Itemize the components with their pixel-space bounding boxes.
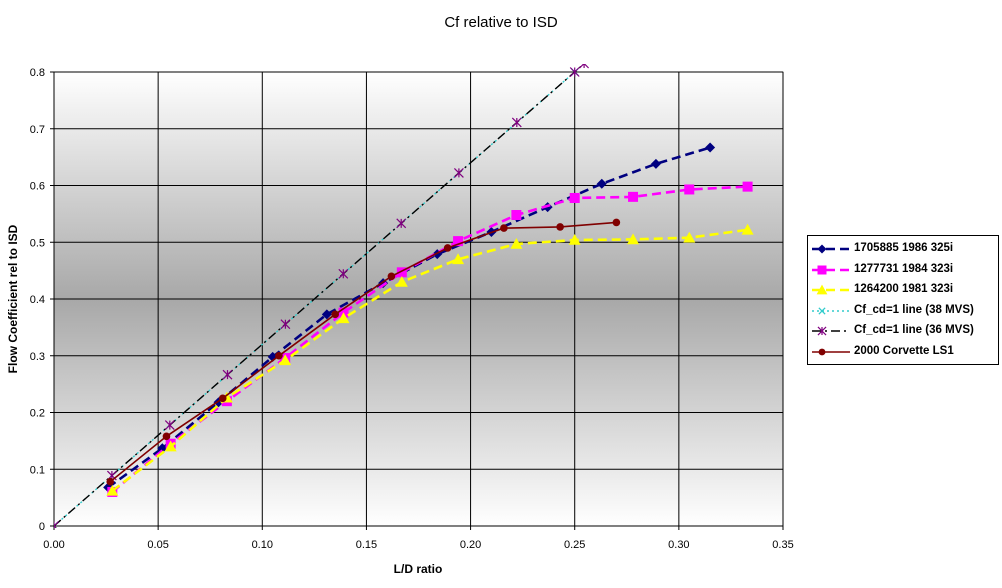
series-line — [109, 221, 617, 483]
x-tick-label: 0.05 — [147, 539, 168, 551]
gridlines — [53, 71, 784, 527]
legend-label: 1277731 1984 323i — [854, 262, 954, 275]
data-point — [279, 354, 292, 366]
data-point — [627, 233, 640, 245]
legend-entry: Cf_cd=1 line (36 MVS) — [808, 323, 998, 339]
data-point — [106, 477, 115, 486]
data-point — [443, 244, 452, 252]
legend-swatch — [812, 265, 850, 274]
data-point — [453, 236, 464, 247]
data-point — [396, 267, 407, 278]
data-point — [628, 191, 639, 202]
chart-title: Cf relative to ISD — [444, 14, 558, 31]
x-tick-label: 0.25 — [564, 539, 585, 551]
series-2 — [106, 223, 754, 496]
series-line — [107, 146, 711, 489]
data-point — [596, 178, 607, 189]
legend-entry: 1277731 1984 323i — [808, 262, 998, 278]
y-tick-label: 0.6 — [30, 181, 45, 193]
legend-entry: Cf_cd=1 line (38 MVS) — [808, 303, 998, 319]
data-point — [387, 272, 396, 281]
legend-label: Cf_cd=1 line (36 MVS) — [854, 324, 974, 336]
data-point — [510, 237, 523, 249]
data-point — [452, 253, 465, 265]
y-tick-label: 0.2 — [30, 408, 45, 420]
tick-labels: 0.00 0.05 0.10 0.15 0.20 0.25 0.30 0.35 0 0.1 0.2 0… — [30, 67, 794, 551]
x-tick-label: 0.20 — [460, 539, 481, 551]
data-point — [511, 117, 522, 128]
data-point — [218, 394, 227, 403]
legend-label: 1264200 1981 323i — [854, 283, 954, 295]
data-point — [164, 420, 175, 431]
legend-label: Cf_cd=1 line (38 MVS) — [854, 303, 974, 316]
data-point — [164, 440, 177, 452]
data-point — [511, 210, 522, 221]
x-tick-label: 0.00 — [43, 539, 64, 551]
legend-swatch — [812, 244, 850, 254]
series-group — [54, 64, 754, 528]
y-tick-label: 0.5 — [30, 237, 45, 249]
legend-entry: 1264200 1981 323i — [808, 282, 998, 298]
y-tick-label: 0.7 — [30, 124, 45, 136]
y-tick-label: 0.3 — [30, 351, 45, 363]
data-point — [742, 181, 753, 192]
legend-label: 1705885 1986 325i — [854, 242, 954, 254]
data-point — [741, 223, 754, 235]
data-point — [321, 309, 332, 320]
data-point — [683, 231, 696, 243]
data-point — [453, 167, 464, 178]
data-point — [569, 67, 580, 77]
data-point — [222, 369, 233, 380]
y-tick-label: 0.4 — [30, 294, 45, 306]
series-line — [111, 228, 748, 492]
data-point — [579, 64, 590, 69]
data-point — [568, 233, 581, 245]
y-tick-label: 0.8 — [30, 67, 45, 79]
data-point — [705, 142, 716, 153]
data-point — [556, 223, 564, 231]
data-point — [275, 351, 283, 360]
y-tick-label: 0.1 — [30, 464, 45, 476]
data-point — [280, 319, 291, 330]
legend-entry: 1705885 1986 325i — [808, 241, 998, 257]
legend-label: 2000 Corvette LS1 — [854, 344, 954, 357]
legend-swatch — [812, 348, 850, 355]
data-point — [395, 275, 408, 287]
x-tick-label: 0.35 — [772, 539, 793, 551]
data-point — [54, 521, 59, 528]
data-point — [650, 158, 661, 169]
data-point — [684, 184, 695, 195]
legend-swatch — [812, 326, 850, 336]
x-tick-label: 0.10 — [252, 539, 273, 551]
data-point — [612, 218, 621, 227]
x-axis-title: L/D ratio — [394, 562, 443, 576]
data-point — [338, 268, 349, 279]
y-tick-label: 0 — [39, 521, 45, 533]
x-tick-label: 0.15 — [356, 539, 377, 551]
data-point — [337, 312, 350, 324]
data-point — [500, 224, 508, 232]
data-point — [162, 432, 171, 441]
data-point — [331, 310, 339, 319]
data-point — [396, 218, 407, 229]
data-point — [157, 443, 168, 454]
y-axis-title: Flow Coefficient rel to ISD — [6, 224, 20, 373]
data-point — [106, 484, 119, 496]
legend-entry: 2000 Corvette LS1 — [808, 344, 998, 360]
legend-swatch — [812, 284, 850, 295]
legend: 1705885 1986 325i 1277731 1984 323i 126420… — [807, 235, 999, 365]
series-0 — [103, 142, 716, 493]
x-tick-label: 0.30 — [668, 539, 689, 551]
legend-swatch — [812, 306, 850, 315]
series-5 — [106, 218, 621, 486]
data-point — [569, 192, 580, 203]
series-4 — [54, 64, 590, 528]
